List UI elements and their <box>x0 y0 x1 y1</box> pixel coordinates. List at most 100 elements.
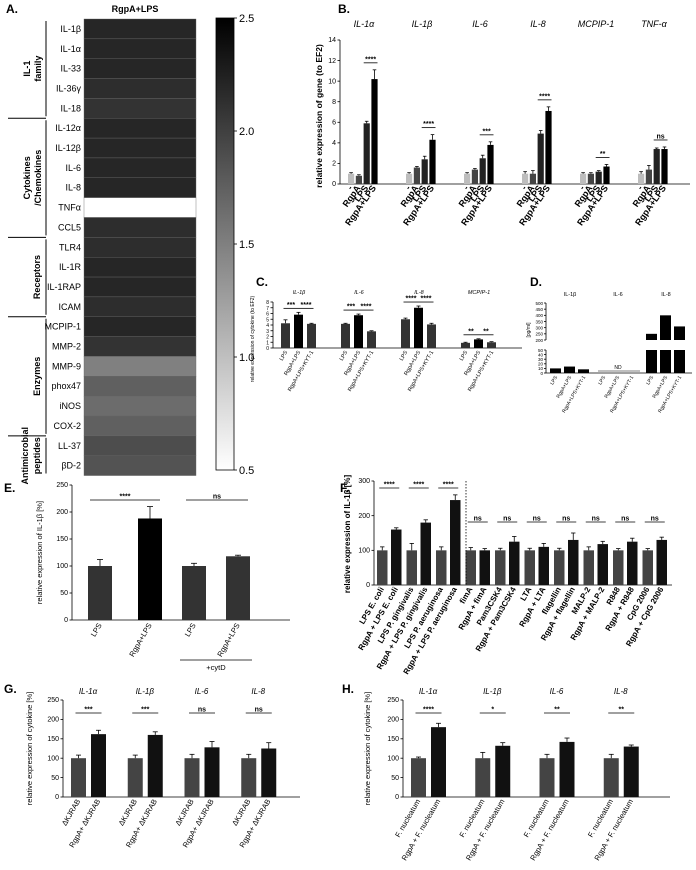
b-bar <box>638 173 645 184</box>
heatmap-row-label: IL-1β <box>60 24 81 34</box>
c-bar <box>474 339 483 348</box>
c-x-tick-label: LPS <box>459 350 470 362</box>
heatmap-cell <box>83 157 197 178</box>
d-gene-label: IL-8 <box>661 292 670 298</box>
d-y-tick-label: 0 <box>540 371 543 376</box>
c-y-tick-label: 2 <box>266 335 269 341</box>
heatmap-cell <box>83 257 197 278</box>
g-gene-label: IL-1α <box>79 687 98 696</box>
f-bar <box>656 539 667 585</box>
heatmap-cell <box>83 395 197 417</box>
d-bar-upper <box>674 326 685 340</box>
d-y-tick-label: 40 <box>538 352 544 357</box>
c-significance: ** <box>468 328 474 335</box>
d-y-tick-label: 20 <box>538 362 544 367</box>
heatmap-cell <box>83 415 197 437</box>
h-significance: ** <box>619 707 625 714</box>
b-x-tick-label: - <box>461 183 471 191</box>
f-bar <box>627 541 638 585</box>
h-y-label: relative expression of cytokine [%] <box>363 692 372 805</box>
h-bar <box>475 758 491 797</box>
heatmap-group-label: Cytokines <box>22 156 32 199</box>
heatmap-cell <box>83 197 197 218</box>
b-y-tick-label: 10 <box>328 78 336 85</box>
b-bar <box>471 169 478 184</box>
e-bar <box>182 566 206 620</box>
b-y-tick-label: 14 <box>328 37 336 44</box>
colorbar-tick-label: 2.5 <box>239 13 254 25</box>
heatmap-row-label: IL-12α <box>55 123 81 133</box>
h-y-tick-label: 0 <box>395 794 399 801</box>
f-y-tick-label: 0 <box>366 582 370 589</box>
heatmap-cell <box>83 376 197 397</box>
b-y-tick-label: 6 <box>332 119 336 126</box>
c-bar <box>341 323 350 348</box>
c-significance: *** <box>347 304 355 311</box>
heatmap-cell <box>83 296 197 317</box>
c-y-tick-label: 5 <box>266 317 269 323</box>
e-y-label: relative expression of IL-1β [%] <box>35 501 44 604</box>
e-significance: ns <box>213 494 221 501</box>
d-bar <box>646 350 657 373</box>
heatmap-row-label: MMP-9 <box>52 361 81 371</box>
c-y-label: relative expression of cytokine (to EF2) <box>250 295 256 382</box>
c-gene-label: MCPIP-1 <box>468 290 490 296</box>
g-bar <box>71 758 86 797</box>
f-significance: **** <box>413 482 424 489</box>
f-significance: ns <box>651 516 659 523</box>
b-y-tick-label: 12 <box>328 58 336 65</box>
b-bar <box>406 173 413 184</box>
f-bar <box>495 550 506 585</box>
panel-label-b: B. <box>338 2 350 16</box>
d-y-tick-label: 500 <box>535 301 543 306</box>
heatmap-cell <box>83 316 197 337</box>
heatmap-cell <box>83 98 197 119</box>
f-significance: ns <box>503 516 511 523</box>
heatmap-cell <box>83 78 197 99</box>
e-y-tick-label: 200 <box>56 509 68 516</box>
b-gene-label: TNF-α <box>641 19 667 29</box>
heatmap-row-label: IL-36γ <box>56 83 82 93</box>
b-y-tick-label: 8 <box>332 99 336 106</box>
e-y-tick-label: 150 <box>56 536 68 543</box>
h-bar <box>411 758 426 797</box>
c-gene-label: IL-6 <box>354 290 364 296</box>
b-bar <box>595 171 602 184</box>
h-gene-label: IL-1β <box>483 687 502 696</box>
c-y-tick-label: 6 <box>266 312 269 318</box>
g-significance: *** <box>84 707 92 714</box>
heatmap-row-label: TNFα <box>58 203 81 213</box>
g-significance: ns <box>198 707 206 714</box>
heatmap-group-label: /Chemokines <box>33 150 43 206</box>
g-y-tick-label: 100 <box>47 755 59 762</box>
e-significance: **** <box>120 494 131 501</box>
heatmap-row-label: IL-8 <box>65 183 81 193</box>
g-gene-label: IL-8 <box>251 687 265 696</box>
heatmap-cell <box>83 18 197 40</box>
e-bar <box>138 518 162 620</box>
c-bar <box>294 314 303 348</box>
heatmap-cell <box>83 237 197 258</box>
heatmap-row-label: IL-18 <box>60 103 81 113</box>
b-x-tick-label: - <box>403 183 413 191</box>
e-group-label: +cytD <box>206 663 226 672</box>
c-gene-label: IL-1β <box>293 290 306 296</box>
b-bar <box>464 173 471 184</box>
panel-label-g: G. <box>4 682 17 696</box>
heatmap-row-label: LL-37 <box>58 441 81 451</box>
b-bar <box>363 123 370 184</box>
panel-label-d: D. <box>530 275 542 289</box>
f-bar <box>465 550 476 585</box>
f-significance: ns <box>592 516 600 523</box>
f-bar <box>377 550 388 585</box>
colorbar-tick-label: 1.5 <box>239 239 254 251</box>
g-y-tick-label: 0 <box>55 794 59 801</box>
f-bar <box>391 529 402 585</box>
g-y-tick-label: 150 <box>47 736 59 743</box>
c-significance: **** <box>406 296 417 303</box>
f-bar <box>613 550 624 585</box>
g-y-tick-label: 50 <box>51 775 59 782</box>
heatmap-cell <box>83 118 197 139</box>
b-x-tick-label: - <box>345 183 355 191</box>
